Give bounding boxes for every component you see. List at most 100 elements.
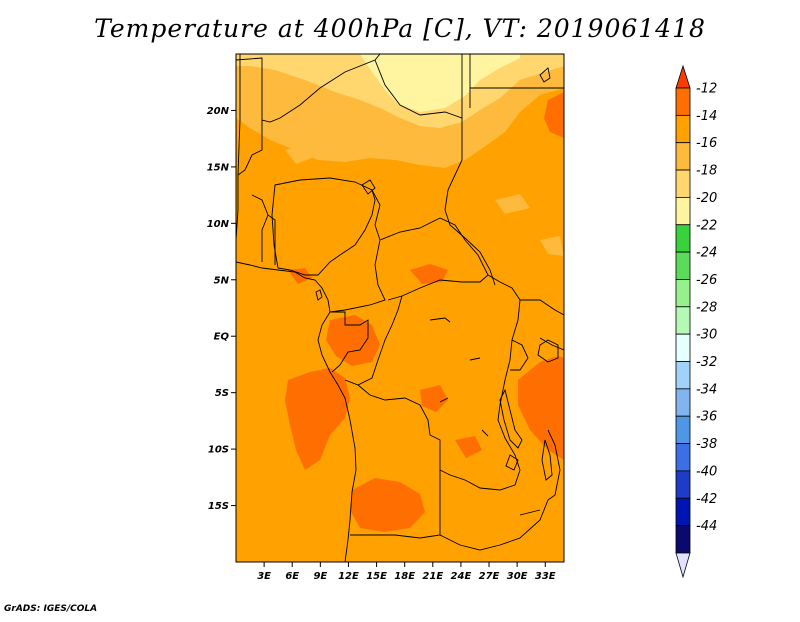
colorbar-box xyxy=(675,169,691,198)
colorbar-box xyxy=(675,443,691,472)
field-warm-congo xyxy=(326,315,380,366)
lat-tick-label: EQ xyxy=(214,332,230,343)
colorbar-box xyxy=(675,87,691,116)
colorbar-label: -28 xyxy=(696,300,717,315)
colorbar-box xyxy=(675,224,691,253)
colorbar-label: -34 xyxy=(696,382,717,397)
temperature-field xyxy=(236,54,564,562)
colorbar-box xyxy=(675,415,691,444)
colorbar-label: -14 xyxy=(696,109,717,124)
colorbar-box xyxy=(675,114,691,144)
field-cool-patch-c xyxy=(540,236,564,256)
map-title: Temperature at 400hPa [C], VT: 201906141… xyxy=(94,14,706,43)
gulf-of-guinea-coast xyxy=(236,261,357,562)
field-band-20-22 xyxy=(360,54,520,112)
colorbar-box xyxy=(675,470,691,499)
colorbar-box xyxy=(675,142,691,171)
colorbar-top-arrow xyxy=(675,64,691,89)
lon-tick-label: 18E xyxy=(394,571,415,582)
country-borders xyxy=(236,54,564,562)
lon-tick-label: 24E xyxy=(451,571,472,582)
colorbar-label: -12 xyxy=(696,82,717,97)
colorbar: -12 -14 -16 -18 -20 -22 -24 -26 -28 -30 -32 -34 -36 -… xyxy=(675,64,717,579)
colorbar-label: -40 xyxy=(696,464,717,479)
lat-tick-label: 10N xyxy=(207,219,230,230)
border-angola-zambia xyxy=(350,490,441,539)
field-warm-center-d xyxy=(455,436,482,458)
field-warm-center-c xyxy=(420,385,448,412)
border-chad-sudan xyxy=(444,118,496,286)
border-malawi-mozambique xyxy=(547,429,561,501)
field-cool-patch-b xyxy=(495,194,530,214)
lake-victoria xyxy=(537,339,559,363)
border-burkina xyxy=(237,120,263,176)
lat-tick-label: 5S xyxy=(215,388,229,399)
lake-malawi xyxy=(541,439,553,481)
lon-tick-label: 12E xyxy=(338,571,359,582)
lat-tick-label: 15N xyxy=(207,162,230,173)
field-warm-center-a xyxy=(410,264,448,284)
lat-tick-label: 20N xyxy=(207,106,230,117)
colorbar-label: -38 xyxy=(696,437,717,452)
border-egypt-sudan xyxy=(469,54,564,108)
bioko-island xyxy=(315,289,323,301)
field-cool-patch-a xyxy=(285,145,312,164)
lake-chad xyxy=(361,179,376,195)
lon-tick-label: 30E xyxy=(507,571,528,582)
border-cameroon xyxy=(329,189,386,313)
lon-tick-label: 6E xyxy=(285,571,299,582)
inner-lakes xyxy=(429,317,541,516)
field-warm-east xyxy=(518,356,564,460)
river-mweru xyxy=(505,454,519,471)
border-mauritania-mali xyxy=(236,54,381,123)
colorbar-box xyxy=(675,497,691,527)
red-sea-coast xyxy=(539,67,551,83)
colorbar-bottom-arrow xyxy=(675,552,691,579)
lon-tick-label: 27E xyxy=(479,571,500,582)
colorbar-box xyxy=(675,196,691,226)
colorbar-label: -44 xyxy=(696,519,717,534)
grads-credit: GrADS: IGES/COLA xyxy=(4,604,98,614)
colorbar-box xyxy=(675,306,691,335)
colorbar-box xyxy=(675,251,691,280)
colorbar-label: -26 xyxy=(696,273,717,288)
lat-tick-label: 10S xyxy=(208,445,229,456)
colorbar-box xyxy=(675,333,691,362)
field-warm-gabon xyxy=(285,368,350,470)
border-benin-togo xyxy=(267,214,276,265)
border-congo-drc xyxy=(344,295,403,386)
lon-tick-label: 21E xyxy=(422,571,443,582)
border-zambia-south xyxy=(439,499,549,551)
colorbar-label: -32 xyxy=(696,355,717,370)
colorbar-box xyxy=(675,388,691,417)
field-warm-ne xyxy=(544,92,564,138)
border-nigeria xyxy=(271,177,376,276)
colorbar-box xyxy=(675,279,691,308)
colorbar-label: -16 xyxy=(696,136,717,151)
colorbar-label: -36 xyxy=(696,410,717,425)
border-gabon xyxy=(330,311,369,373)
colorbar-label: -20 xyxy=(696,191,717,206)
lon-tick-label: 15E xyxy=(366,571,387,582)
lon-axis: 3E 6E 9E 12E 15E 18E 21E 24E 27E 30E 33E xyxy=(257,562,556,582)
border-uganda-kenya xyxy=(520,299,564,316)
lat-tick-label: 15S xyxy=(208,501,229,512)
map-frame xyxy=(235,53,565,563)
colorbar-box xyxy=(675,525,691,554)
lat-axis: 20N 15N 10N 5N EQ 5S 10S 15S xyxy=(207,106,236,512)
lon-tick-label: 33E xyxy=(535,571,556,582)
colorbar-label: -30 xyxy=(696,328,717,343)
colorbar-label: -42 xyxy=(696,492,717,507)
colorbar-label: -22 xyxy=(696,218,717,233)
lake-tanganyika xyxy=(499,388,523,449)
border-tanzania xyxy=(539,337,564,351)
lon-tick-label: 9E xyxy=(313,571,327,582)
lon-tick-label: 3E xyxy=(257,571,271,582)
border-car xyxy=(379,217,489,301)
field-warm-angola xyxy=(350,478,425,532)
colorbar-label: -24 xyxy=(696,246,717,261)
border-angola-drc xyxy=(357,384,441,490)
colorbar-box xyxy=(675,361,691,390)
border-rwanda-burundi xyxy=(510,339,529,371)
lat-tick-label: 5N xyxy=(214,275,230,286)
